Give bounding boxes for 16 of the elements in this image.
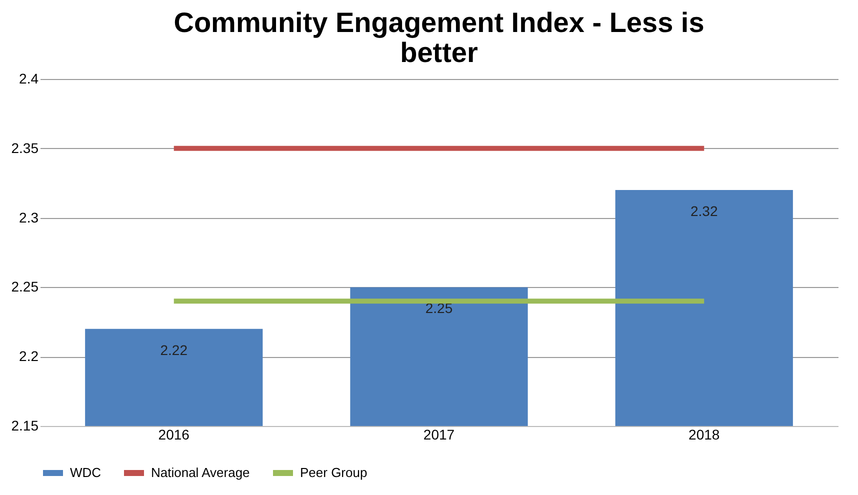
y-tick-label: 2.35 — [11, 140, 39, 156]
x-tick-label: 2018 — [688, 426, 720, 442]
x-tick-label: 2017 — [423, 426, 455, 442]
y-tick-label: 2.4 — [19, 70, 39, 86]
x-tick-label: 2016 — [158, 426, 190, 442]
y-tick-label: 2.3 — [19, 209, 39, 226]
chart-title: Community Engagement Index - Less is better — [174, 7, 704, 68]
data-label: 2.32 — [690, 203, 718, 220]
y-tick-label: 2.25 — [11, 278, 39, 295]
legend-label: Peer Group — [300, 465, 368, 480]
data-label: 2.22 — [160, 342, 188, 358]
data-label: 2.25 — [425, 300, 453, 316]
legend-label: National Average — [151, 465, 250, 480]
legend-label: WDC — [70, 465, 102, 480]
y-tick-label: 2.15 — [11, 418, 39, 434]
y-tick-label: 2.2 — [19, 348, 39, 364]
